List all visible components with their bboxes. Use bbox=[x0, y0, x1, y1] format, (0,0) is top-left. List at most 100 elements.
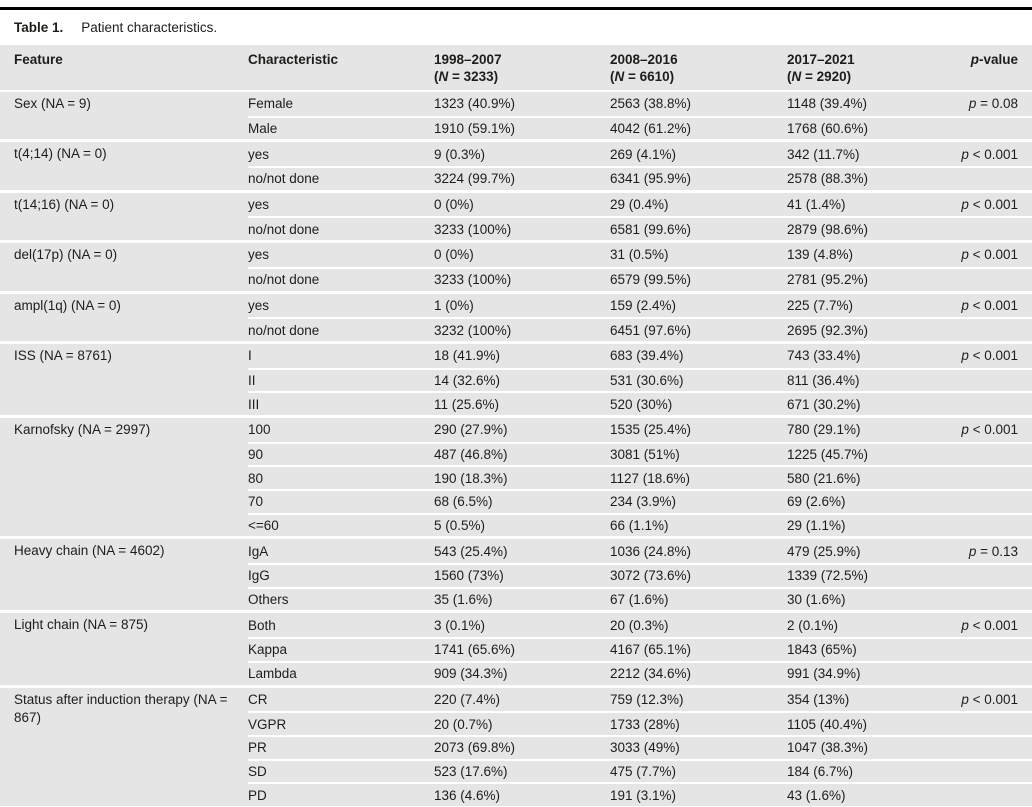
value-2008-2016: 475 (7.7%) bbox=[610, 763, 677, 779]
table-row: Both 3 (0.1%) 20 (0.3%) 2 (0.1%) p < 0.0… bbox=[248, 613, 1032, 637]
p-symbol: p bbox=[961, 691, 969, 707]
value-2017-2021: 184 (6.7%) bbox=[787, 763, 854, 779]
header-period-2017-2021: 2017–2021 (N = 2920) bbox=[787, 51, 917, 85]
group-rows: yes 9 (0.3%) 269 (4.1%) 342 (11.7%) p < … bbox=[248, 142, 1032, 189]
value-2008-2016: 1535 (25.4%) bbox=[610, 422, 692, 438]
group-rows: IgA 543 (25.4%) 1036 (24.8%) 479 (25.9%)… bbox=[248, 539, 1032, 610]
characteristic-cell: yes bbox=[248, 197, 270, 213]
p-value-text: < 0.001 bbox=[968, 422, 1018, 438]
feature-cell: Light chain (NA = 875) bbox=[14, 617, 148, 633]
value-2008-2016: 159 (2.4%) bbox=[610, 297, 677, 313]
pvalue-cell: p < 0.001 bbox=[917, 422, 1032, 437]
table-row: I 18 (41.9%) 683 (39.4%) 743 (33.4%) p <… bbox=[248, 344, 1032, 368]
value-1998-2007: 68 (6.5%) bbox=[434, 494, 493, 510]
value-2008-2016: 4167 (65.1%) bbox=[610, 642, 692, 658]
p-label: -value bbox=[978, 52, 1018, 67]
value-1998-2007: 5 (0.5%) bbox=[434, 518, 486, 534]
value-1998-2007: 909 (34.3%) bbox=[434, 666, 508, 682]
feature-group-del17p: del(17p) (NA = 0) yes 0 (0%) 31 (0.5%) 1… bbox=[0, 243, 1032, 291]
characteristic-cell: Others bbox=[248, 592, 289, 608]
value-2017-2021: 30 (1.6%) bbox=[787, 592, 846, 608]
table-row: VGPR 20 (0.7%) 1733 (28%) 1105 (40.4%) bbox=[248, 711, 1032, 735]
period-n: (N = 6610) bbox=[610, 68, 787, 85]
value-1998-2007: 3232 (100%) bbox=[434, 322, 512, 338]
value-2017-2021: 2578 (88.3%) bbox=[787, 171, 869, 187]
value-2017-2021: 743 (33.4%) bbox=[787, 348, 861, 364]
value-2017-2021: 69 (2.6%) bbox=[787, 494, 846, 510]
characteristic-cell: SD bbox=[248, 763, 267, 779]
characteristic-cell: 70 bbox=[248, 494, 264, 510]
value-2008-2016: 29 (0.4%) bbox=[610, 197, 669, 213]
value-2017-2021: 991 (34.9%) bbox=[787, 666, 861, 682]
value-2008-2016: 1036 (24.8%) bbox=[610, 543, 692, 559]
period-n: (N = 2920) bbox=[787, 68, 917, 85]
p-symbol: p bbox=[961, 247, 969, 263]
caption-label: Table 1. bbox=[14, 20, 64, 35]
pvalue-cell: p = 0.08 bbox=[917, 96, 1032, 111]
caption-text: Patient characteristics. bbox=[81, 20, 218, 35]
p-value-text: < 0.001 bbox=[968, 617, 1018, 633]
value-1998-2007: 1 (0%) bbox=[434, 297, 474, 313]
characteristic-cell: Kappa bbox=[248, 642, 288, 658]
value-2017-2021: 580 (21.6%) bbox=[787, 470, 861, 486]
value-2017-2021: 29 (1.1%) bbox=[787, 518, 846, 534]
value-1998-2007: 35 (1.6%) bbox=[434, 592, 493, 608]
value-2017-2021: 2 (0.1%) bbox=[787, 617, 839, 633]
value-1998-2007: 543 (25.4%) bbox=[434, 543, 508, 559]
n-open: ( bbox=[434, 69, 439, 84]
feature-group-karnofsky: Karnofsky (NA = 2997) 100 290 (27.9%) 15… bbox=[0, 417, 1032, 537]
value-1998-2007: 20 (0.7%) bbox=[434, 716, 493, 732]
p-value-text: < 0.001 bbox=[968, 348, 1018, 364]
p-symbol: p bbox=[961, 146, 969, 162]
value-2008-2016: 3081 (51%) bbox=[610, 446, 680, 462]
group-rows: 100 290 (27.9%) 1535 (25.4%) 780 (29.1%)… bbox=[248, 418, 1032, 536]
feature-group-induction-status: Status after induction therapy (NA = 867… bbox=[0, 687, 1032, 806]
table-row: PD 136 (4.6%) 191 (3.1%) 43 (1.6%) bbox=[248, 782, 1032, 806]
p-symbol: p bbox=[961, 197, 969, 213]
table-row: <=60 5 (0.5%) 66 (1.1%) 29 (1.1%) bbox=[248, 512, 1032, 537]
characteristic-cell: Lambda bbox=[248, 666, 297, 682]
feature-cell: del(17p) (NA = 0) bbox=[14, 247, 118, 263]
header-feature: Feature bbox=[14, 52, 63, 67]
value-2008-2016: 6341 (95.9%) bbox=[610, 171, 692, 187]
feature-cell: Heavy chain (NA = 4602) bbox=[14, 543, 165, 559]
value-2017-2021: 41 (1.4%) bbox=[787, 197, 846, 213]
characteristic-cell: IgG bbox=[248, 568, 270, 584]
value-2017-2021: 1843 (65%) bbox=[787, 642, 857, 658]
value-2017-2021: 1047 (38.3%) bbox=[787, 740, 869, 756]
n-symbol: N bbox=[438, 69, 449, 84]
value-1998-2007: 11 (25.6%) bbox=[434, 396, 500, 412]
n-count: = 6610) bbox=[624, 69, 675, 84]
header-period-2008-2016: 2008–2016 (N = 6610) bbox=[610, 51, 787, 85]
value-2008-2016: 20 (0.3%) bbox=[610, 617, 669, 633]
table-row: yes 1 (0%) 159 (2.4%) 225 (7.7%) p < 0.0… bbox=[248, 294, 1032, 318]
characteristic-cell: PD bbox=[248, 787, 267, 803]
pvalue-cell: p < 0.001 bbox=[917, 618, 1032, 633]
table-row: yes 0 (0%) 29 (0.4%) 41 (1.4%) p < 0.001 bbox=[248, 193, 1032, 217]
value-2008-2016: 683 (39.4%) bbox=[610, 348, 684, 364]
value-2017-2021: 2695 (92.3%) bbox=[787, 322, 869, 338]
p-value-text: < 0.001 bbox=[968, 197, 1018, 213]
value-2017-2021: 1768 (60.6%) bbox=[787, 121, 869, 137]
table-row: 70 68 (6.5%) 234 (3.9%) 69 (2.6%) bbox=[248, 489, 1032, 513]
p-symbol: p bbox=[961, 422, 969, 438]
pvalue-cell: p = 0.13 bbox=[917, 544, 1032, 559]
table-row: no/not done 3232 (100%) 6451 (97.6%) 269… bbox=[248, 317, 1032, 341]
feature-cell: ISS (NA = 8761) bbox=[14, 347, 112, 363]
table-row: II 14 (32.6%) 531 (30.6%) 811 (36.4%) bbox=[248, 367, 1032, 392]
value-2008-2016: 67 (1.6%) bbox=[610, 592, 669, 608]
table-row: 100 290 (27.9%) 1535 (25.4%) 780 (29.1%)… bbox=[248, 418, 1032, 442]
value-2017-2021: 1148 (39.4%) bbox=[787, 96, 868, 112]
pvalue-cell: p < 0.001 bbox=[917, 247, 1032, 262]
value-1998-2007: 220 (7.4%) bbox=[434, 691, 501, 707]
value-1998-2007: 3224 (99.7%) bbox=[434, 171, 516, 187]
value-2008-2016: 531 (30.6%) bbox=[610, 372, 684, 388]
value-2008-2016: 4042 (61.2%) bbox=[610, 121, 692, 137]
table-header-row: Feature Characteristic 1998–2007 (N = 32… bbox=[0, 45, 1032, 90]
value-2017-2021: 2879 (98.6%) bbox=[787, 221, 869, 237]
table-row: no/not done 3233 (100%) 6581 (99.6%) 287… bbox=[248, 216, 1032, 240]
pvalue-cell: p < 0.001 bbox=[917, 692, 1032, 707]
feature-cell: Sex (NA = 9) bbox=[14, 96, 91, 111]
table-row: Lambda 909 (34.3%) 2212 (34.6%) 991 (34.… bbox=[248, 660, 1032, 685]
value-1998-2007: 3233 (100%) bbox=[434, 221, 512, 237]
